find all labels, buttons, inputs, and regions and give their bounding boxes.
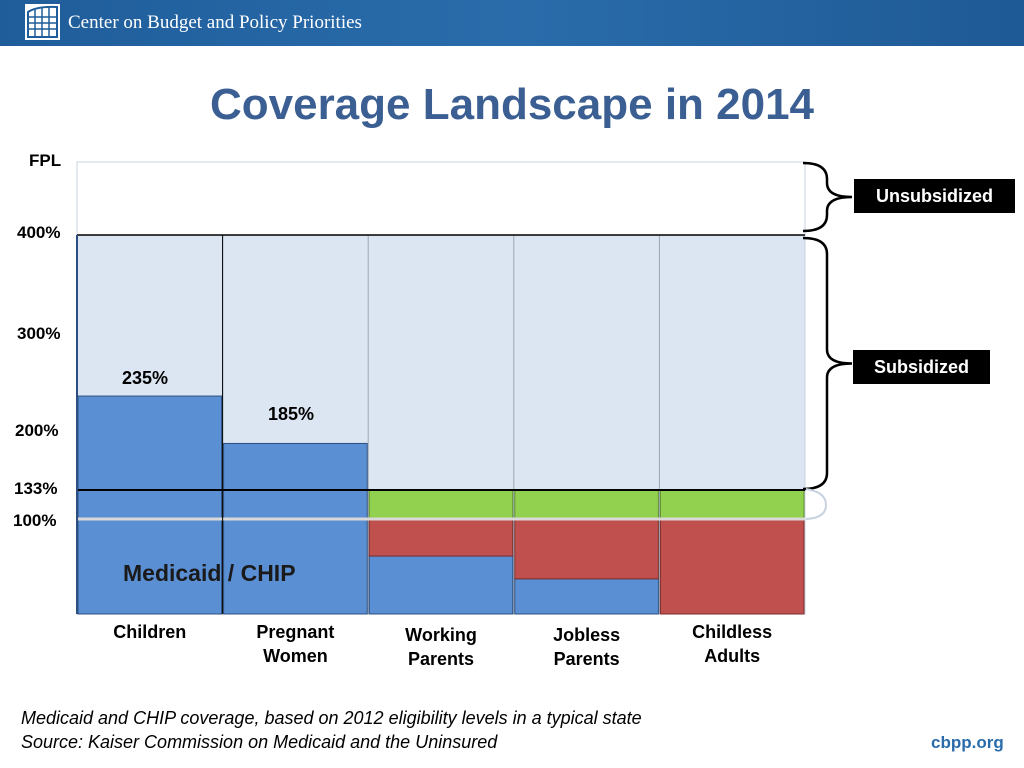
page-title: Coverage Landscape in 2014 <box>209 80 815 129</box>
data-label-235: 235% <box>122 368 168 388</box>
footnote-coverage: Medicaid and CHIP coverage, based on 201… <box>21 708 642 728</box>
y-tick-label: 300% <box>17 324 60 343</box>
y-tick-label: 200% <box>15 421 58 440</box>
axis-label-fpl: FPL <box>29 151 61 170</box>
site-link[interactable]: cbpp.org <box>931 733 1004 752</box>
bar-gap <box>368 518 514 557</box>
cbpp-logo-icon <box>25 4 60 40</box>
expansion-brace <box>805 488 828 520</box>
x-tick-label: Parents <box>554 649 620 669</box>
footnote-source: Source: Kaiser Commission on Medicaid an… <box>21 732 498 752</box>
y-tick-label: 400% <box>17 223 60 242</box>
x-tick-label: Jobless <box>553 625 620 645</box>
bar-expansion <box>368 489 514 520</box>
bar-medicaid <box>368 555 514 615</box>
x-tick-label: Adults <box>704 646 760 666</box>
bar-medicaid <box>77 395 223 615</box>
x-tick-label: Working <box>405 625 477 645</box>
subsidized-brace <box>802 236 853 491</box>
bar-expansion <box>659 489 805 520</box>
x-tick-label: Pregnant <box>256 622 334 642</box>
bar-medicaid <box>223 442 368 615</box>
y-tick-label: 100% <box>13 511 56 530</box>
unsubsidized-label: Unsubsidized <box>854 179 1015 213</box>
x-tick-label: Women <box>263 646 328 666</box>
bar-medicaid <box>514 578 659 615</box>
x-tick-label: Parents <box>408 649 474 669</box>
subsidized-label: Subsidized <box>853 350 990 384</box>
header-bar: Center on Budget and Policy Priorities <box>0 0 1024 46</box>
bar-expansion <box>514 489 659 520</box>
x-tick-label: Children <box>113 622 186 642</box>
y-tick-label: 133% <box>14 479 57 498</box>
bar-gap <box>514 518 659 580</box>
data-label-185: 185% <box>268 404 314 424</box>
x-tick-label: Childless <box>692 622 772 642</box>
bar-gap <box>659 518 805 615</box>
org-name: Center on Budget and Policy Priorities <box>68 12 362 33</box>
unsubsidized-brace <box>802 161 853 233</box>
unsubsidized-region <box>76 161 806 236</box>
medicaid-chip-label: Medicaid / CHIP <box>123 560 296 586</box>
